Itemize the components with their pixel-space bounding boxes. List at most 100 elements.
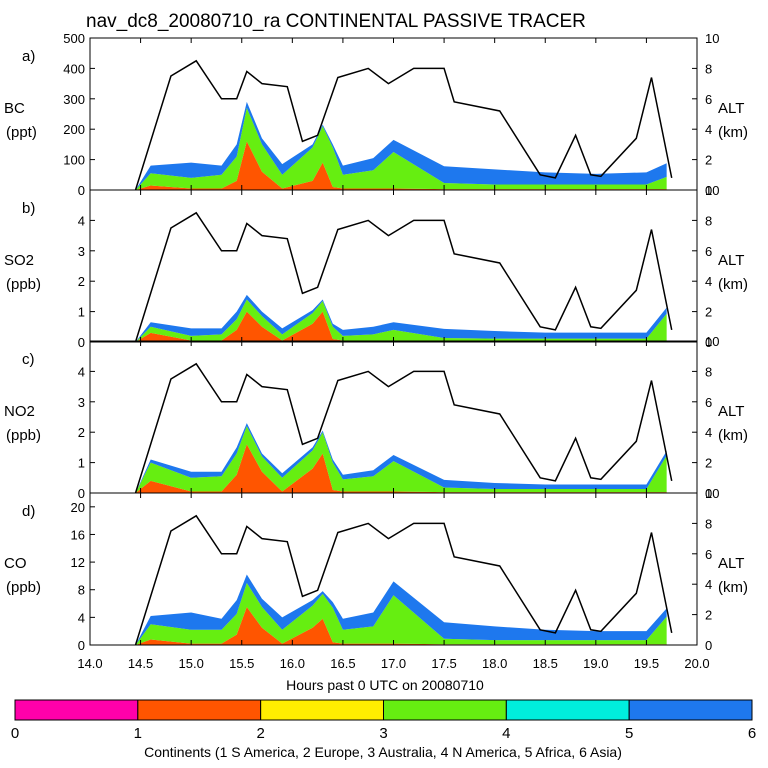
y-tick-label: 4 xyxy=(78,364,85,379)
panel-label: a) xyxy=(22,48,35,65)
alt-unit-label: (km) xyxy=(718,276,748,293)
series-area-n-america xyxy=(135,107,667,190)
alt-label: ALT xyxy=(718,252,744,269)
alt-label: ALT xyxy=(718,100,744,117)
y-tick-label: 200 xyxy=(63,122,85,137)
y-tick-label: 1 xyxy=(78,305,85,320)
alt-tick-label: 4 xyxy=(705,122,712,137)
x-tick-label: 18.0 xyxy=(482,656,507,671)
panel-bc: 0 100 200 300 400 500 0 2 4 6 8 10 a) BC (ppt) ALT (km) xyxy=(4,31,748,198)
altitude-line xyxy=(134,59,673,191)
y-tick-label: 3 xyxy=(78,395,85,410)
y-tick-label: 4 xyxy=(78,213,85,228)
colorbar-tick-label: 0 xyxy=(11,725,19,742)
x-tick-label: 15.5 xyxy=(229,656,254,671)
colorbar-tick-label: 6 xyxy=(748,725,756,742)
y-tick-label: 12 xyxy=(71,555,85,570)
y-tick-label: 20 xyxy=(71,500,85,515)
series-area-asia xyxy=(135,574,667,645)
altitude-line xyxy=(134,514,673,646)
y-tick-label: 8 xyxy=(78,583,85,598)
panel-so2: 0 1 2 3 4 0 2 4 6 8 10 b) SO2 (ppb) ALT (km) xyxy=(4,183,748,350)
alt-tick-label: 0 xyxy=(705,638,712,653)
series-area-asia xyxy=(135,294,667,342)
alt-tick-label: 8 xyxy=(705,516,712,531)
alt-tick-label: 8 xyxy=(705,364,712,379)
x-tick-label: 20.0 xyxy=(684,656,709,671)
x-tick-label: 17.5 xyxy=(431,656,456,671)
y-tick-label: 3 xyxy=(78,244,85,259)
colorbar-tick-label: 1 xyxy=(134,725,142,742)
x-tick-label: 14.5 xyxy=(128,656,153,671)
panel-frame xyxy=(89,189,698,343)
alt-tick-label: 0 xyxy=(705,183,712,198)
x-tick-label: 17.0 xyxy=(381,656,406,671)
colorbar-segment-4 xyxy=(505,699,630,721)
series-area-n-america xyxy=(135,582,667,645)
alt-label: ALT xyxy=(718,555,744,572)
species-label: NO2 xyxy=(4,403,35,420)
y-tick-label: 400 xyxy=(63,61,85,76)
panel-no2: 0 1 2 3 4 0 2 4 6 8 10 c) NO2 (ppb) ALT (km) xyxy=(4,334,748,501)
y-tick-label: 0 xyxy=(78,486,85,501)
chart-title: nav_dc8_20080710_ra CONTINENTAL PASSIVE … xyxy=(86,11,586,32)
unit-label: (ppb) xyxy=(6,579,41,596)
alt-tick-label: 10 xyxy=(705,183,719,198)
altitude-line xyxy=(134,362,673,494)
colorbar-tick-label: 3 xyxy=(379,725,387,742)
colorbar-tick-label: 4 xyxy=(502,725,510,742)
x-axis-label: Hours past 0 UTC on 20080710 xyxy=(286,677,484,693)
alt-label: ALT xyxy=(718,403,744,420)
x-tick-label: 16.0 xyxy=(280,656,305,671)
alt-tick-label: 2 xyxy=(705,153,712,168)
series-area-asia xyxy=(135,423,667,493)
alt-tick-label: 10 xyxy=(705,31,719,46)
colorbar-segment-0 xyxy=(14,699,139,721)
alt-unit-label: (km) xyxy=(718,427,748,444)
alt-unit-label: (km) xyxy=(718,579,748,596)
y-tick-label: 16 xyxy=(71,527,85,542)
species-label: CO xyxy=(4,555,27,572)
series-area-s-america xyxy=(135,444,667,493)
alt-tick-label: 2 xyxy=(705,608,712,623)
colorbar-segment-3 xyxy=(383,699,507,721)
colorbar-segment-1 xyxy=(137,699,262,721)
series-area-asia xyxy=(135,101,667,190)
y-tick-label: 0 xyxy=(78,638,85,653)
y-tick-label: 2 xyxy=(78,274,85,289)
x-tick-label: 19.5 xyxy=(634,656,659,671)
y-tick-label: 300 xyxy=(63,92,85,107)
series-area-n-america xyxy=(135,299,667,342)
alt-tick-label: 6 xyxy=(705,92,712,107)
unit-label: (ppb) xyxy=(6,276,41,293)
species-label: BC xyxy=(4,100,25,117)
alt-tick-label: 4 xyxy=(705,274,712,289)
alt-tick-label: 4 xyxy=(705,577,712,592)
series-area-s-america xyxy=(135,141,667,190)
alt-tick-label: 4 xyxy=(705,425,712,440)
x-tick-label: 16.5 xyxy=(330,656,355,671)
alt-tick-label: 6 xyxy=(705,395,712,410)
x-tick-label: 18.5 xyxy=(533,656,558,671)
y-tick-label: 4 xyxy=(78,610,85,625)
alt-tick-label: 8 xyxy=(705,61,712,76)
y-tick-label: 500 xyxy=(63,31,85,46)
alt-tick-label: 10 xyxy=(705,486,719,501)
panel-label: b) xyxy=(22,200,35,217)
alt-tick-label: 6 xyxy=(705,244,712,259)
x-tick-label: 14.0 xyxy=(77,656,102,671)
alt-tick-label: 2 xyxy=(705,456,712,471)
colorbar-label: Continents (1 S America, 2 Europe, 3 Aus… xyxy=(144,744,622,760)
colorbar-segment-5 xyxy=(628,699,753,721)
series-area-s-america xyxy=(135,311,667,342)
y-tick-label: 100 xyxy=(63,153,85,168)
unit-label: (ppt) xyxy=(6,124,37,141)
colorbar-segment-2 xyxy=(260,699,384,721)
species-label: SO2 xyxy=(4,252,34,269)
y-tick-label: 2 xyxy=(78,425,85,440)
y-tick-label: 1 xyxy=(78,456,85,471)
colorbar: 0 1 2 3 4 5 6 xyxy=(11,699,756,742)
y-tick-label: 0 xyxy=(78,183,85,198)
